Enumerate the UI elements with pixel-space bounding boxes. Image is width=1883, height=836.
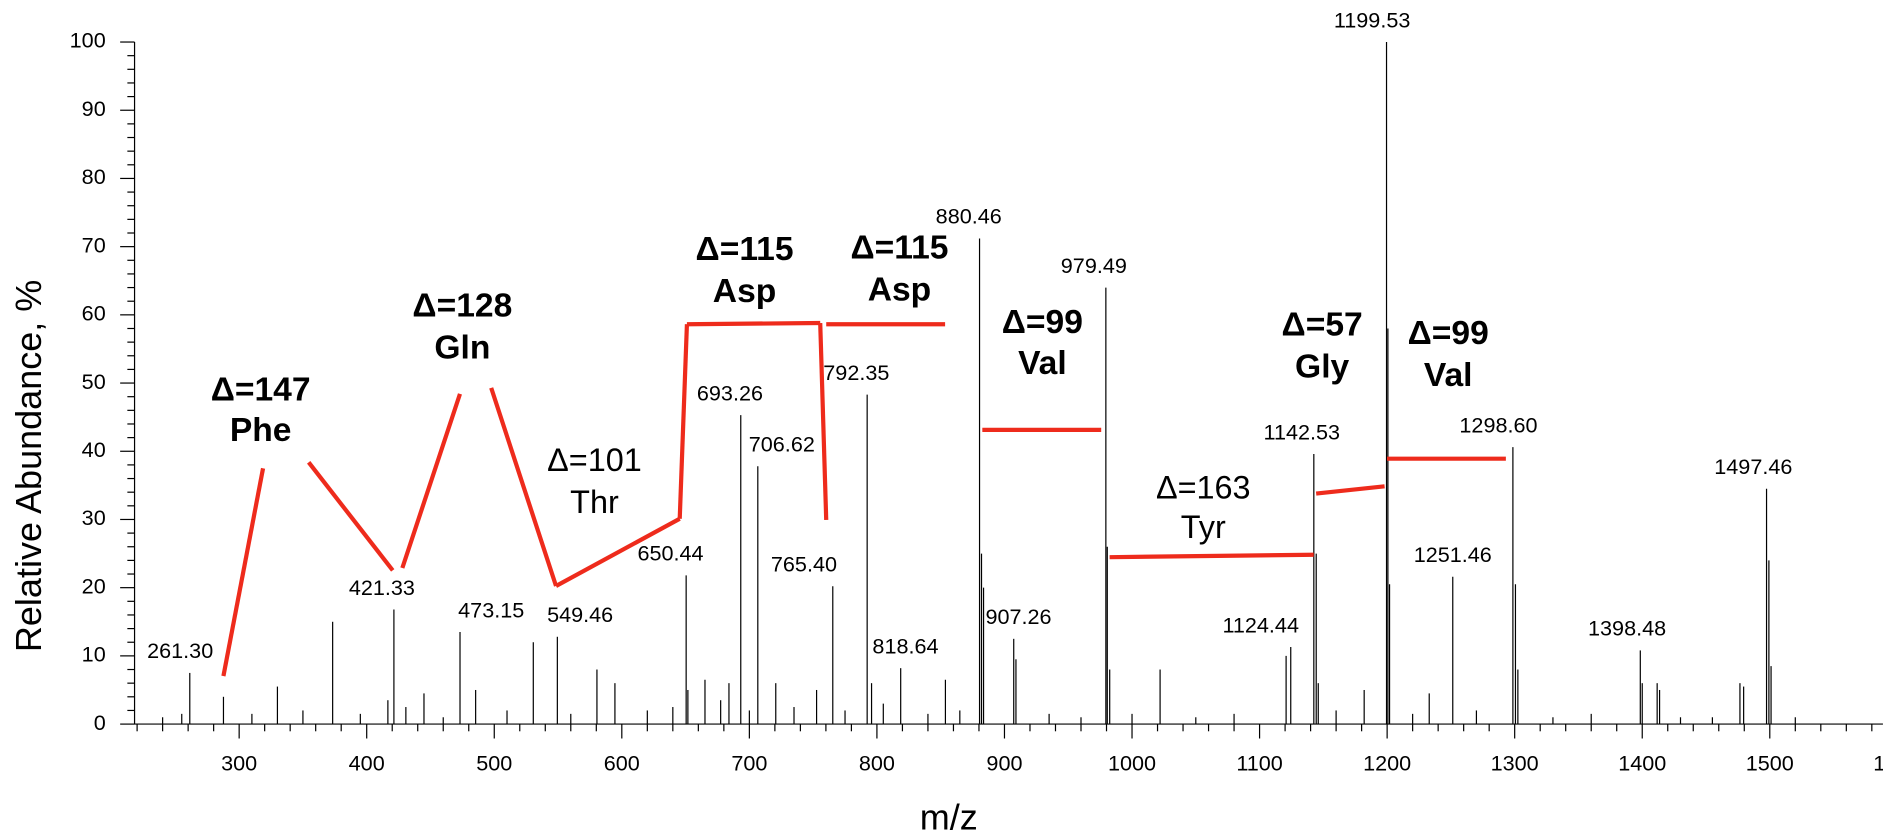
- annotation-line: [307, 461, 395, 572]
- x-tick-label: 700: [731, 751, 767, 776]
- x-tick-label: 1200: [1363, 751, 1411, 776]
- y-tick-label: 10: [82, 642, 106, 667]
- annotation-line: [489, 387, 559, 587]
- peak-label: 693.26: [697, 380, 763, 405]
- peak-label: 979.49: [1061, 253, 1127, 278]
- peak-label: 473.15: [458, 597, 524, 622]
- peak-label: 907.26: [985, 604, 1051, 629]
- annotation: Δ=115: [696, 231, 794, 268]
- y-tick-label: 50: [82, 369, 106, 394]
- y-tick-label: 0: [94, 710, 106, 735]
- x-tick-label: 800: [859, 751, 895, 776]
- annotation-line: [677, 324, 690, 519]
- x-axis-title: m/z: [920, 797, 978, 836]
- y-tick-label: 40: [82, 437, 106, 462]
- y-tick-label: 60: [82, 301, 106, 326]
- annotation: Δ=99: [1002, 304, 1083, 341]
- annotation: Δ=57: [1282, 306, 1363, 343]
- peak-label: 549.46: [547, 602, 613, 627]
- x-tick-label: 1300: [1491, 751, 1539, 776]
- peak-label: 765.40: [771, 552, 837, 577]
- annotation: Thr: [570, 484, 619, 520]
- annotation: Δ=99: [1408, 315, 1489, 352]
- annotation-line: [1109, 552, 1314, 560]
- annotation-line: [400, 393, 462, 569]
- peak-label: 1199.53: [1334, 7, 1411, 32]
- y-tick-label: 30: [82, 505, 106, 530]
- annotation-line: [686, 320, 821, 327]
- annotation: Tyr: [1181, 509, 1226, 545]
- x-tick-label: 300: [221, 751, 257, 776]
- annotation: Δ=147: [211, 371, 311, 408]
- peak-label: 1497.46: [1714, 454, 1792, 479]
- peak-label: 1124.44: [1222, 612, 1299, 637]
- annotation-line: [818, 322, 829, 521]
- y-tick-label: 90: [82, 96, 106, 121]
- x-tick-label: 400: [349, 751, 385, 776]
- x-tick-label: 1500: [1746, 751, 1794, 776]
- annotation: Gly: [1295, 349, 1349, 386]
- annotation: Δ=163: [1156, 469, 1251, 505]
- x-tick-label: 1600: [1873, 751, 1883, 776]
- x-tick-label: 600: [604, 751, 640, 776]
- annotation-line: [1315, 484, 1385, 496]
- annotation: Phe: [230, 412, 292, 449]
- peak-label: 792.35: [823, 360, 889, 385]
- peak-label: 261.30: [147, 638, 213, 663]
- peak-label: 1398.48: [1588, 616, 1666, 641]
- annotation: Δ=101: [547, 442, 642, 478]
- peak-label: 1251.46: [1414, 542, 1492, 567]
- peak-label: 706.62: [749, 432, 815, 457]
- y-tick-label: 80: [82, 164, 106, 189]
- x-tick-label: 1100: [1236, 751, 1282, 776]
- x-tick-label: 900: [986, 751, 1022, 776]
- annotation: Δ=115: [850, 230, 948, 267]
- peak-label: 1142.53: [1264, 419, 1341, 444]
- peak-label: 880.46: [936, 204, 1002, 229]
- y-tick-label: 100: [70, 28, 106, 53]
- peak-label: 1298.60: [1459, 412, 1537, 437]
- annotation: Val: [1424, 357, 1473, 394]
- annotation-line: [221, 467, 266, 677]
- annotation: Asp: [868, 272, 932, 309]
- x-tick-label: 1000: [1108, 751, 1156, 776]
- y-tick-label: 70: [82, 232, 106, 257]
- x-tick-label: 1400: [1618, 751, 1666, 776]
- annotation-line: [555, 516, 681, 588]
- annotation: Val: [1018, 345, 1067, 382]
- peak-label: 421.33: [349, 575, 415, 600]
- annotation: Δ=128: [412, 287, 512, 324]
- annotation: Gln: [434, 329, 490, 366]
- annotation: Asp: [713, 273, 777, 310]
- y-axis-title: Relative Abundance, %: [8, 280, 49, 652]
- x-tick-label: 500: [476, 751, 512, 776]
- peak-label: 650.44: [637, 541, 703, 566]
- peak-label: 818.64: [872, 633, 938, 658]
- y-tick-label: 20: [82, 573, 106, 598]
